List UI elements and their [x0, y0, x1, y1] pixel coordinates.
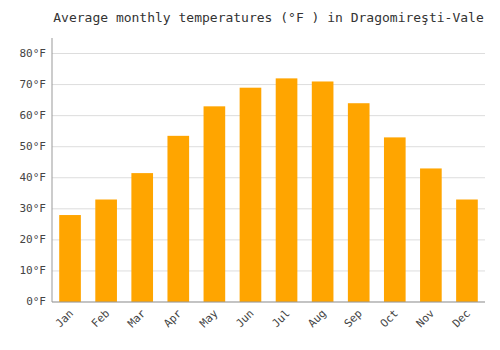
x-tick-label: Aug [306, 307, 329, 330]
x-tick-label: Jan [53, 307, 76, 330]
grid [52, 54, 485, 302]
bar [420, 168, 442, 302]
y-tick-label: 80°F [20, 47, 47, 60]
bar [384, 137, 406, 302]
x-tick-label: Mar [125, 307, 149, 331]
grid-line [52, 84, 485, 85]
bar [204, 106, 226, 302]
x-tick-label: Dec [450, 307, 473, 330]
x-tick-label: Apr [161, 307, 185, 331]
y-axis-line [52, 38, 53, 302]
x-tick-label: Sep [342, 307, 365, 330]
x-tick-label: Oct [378, 307, 401, 330]
chart: Average monthly temperatures (°F ) in Dr… [0, 0, 500, 350]
x-tick-label: Jul [269, 307, 292, 330]
x-tick-label: Nov [414, 307, 438, 331]
grid-line [52, 53, 485, 54]
y-tick-label: 40°F [20, 171, 47, 184]
x-axis-line [52, 302, 485, 303]
y-tick-label: 60°F [20, 109, 47, 122]
bar [131, 173, 153, 302]
bar [312, 81, 334, 302]
x-tick-label: Jun [233, 307, 256, 330]
bar [59, 215, 81, 302]
y-tick-label: 70°F [20, 78, 47, 91]
bar [240, 88, 262, 302]
y-tick-label: 0°F [26, 295, 46, 308]
bars [59, 78, 478, 302]
bar [456, 200, 478, 302]
bar [348, 103, 370, 302]
grid-line [52, 302, 485, 303]
bar [167, 136, 189, 302]
grid-line [52, 115, 485, 116]
y-tick-label: 30°F [20, 202, 47, 215]
bar [276, 78, 298, 302]
y-tick-label: 50°F [20, 140, 47, 153]
y-tick-label: 10°F [20, 264, 47, 277]
x-tick-label: May [197, 307, 221, 331]
y-tick-label: 20°F [20, 233, 47, 246]
bar [95, 200, 117, 302]
x-tick-label: Feb [89, 307, 112, 330]
grid-line [52, 146, 485, 147]
title: Average monthly temperatures (°F ) in Dr… [53, 10, 484, 25]
